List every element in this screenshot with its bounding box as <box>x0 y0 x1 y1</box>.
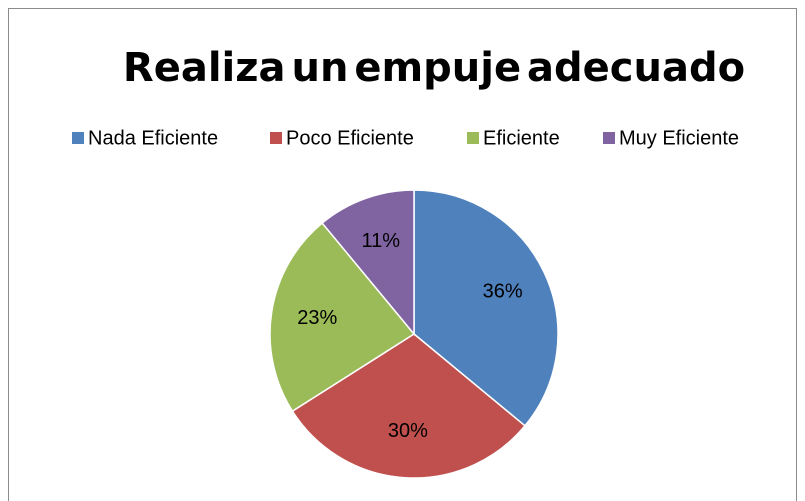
legend-label: Eficiente <box>483 127 560 149</box>
legend-label: Nada Eficiente <box>88 127 218 149</box>
legend-label: Poco Eficiente <box>286 127 414 149</box>
data-label: 23% <box>297 307 337 329</box>
chart-title: Realiza un empuje adecuado <box>123 45 745 91</box>
legend-swatch <box>72 132 84 144</box>
pie-slice <box>413 189 559 427</box>
data-label: 11% <box>362 230 401 252</box>
data-label: 36% <box>483 281 523 303</box>
data-label: 30% <box>388 420 428 442</box>
pie-slice <box>321 189 415 337</box>
pie-slice <box>291 333 527 479</box>
legend-label: Muy Eficiente <box>619 127 739 149</box>
legend-swatch <box>603 132 615 144</box>
legend-swatch <box>270 132 282 144</box>
legend-swatch <box>467 132 479 144</box>
pie-slice <box>269 221 416 413</box>
